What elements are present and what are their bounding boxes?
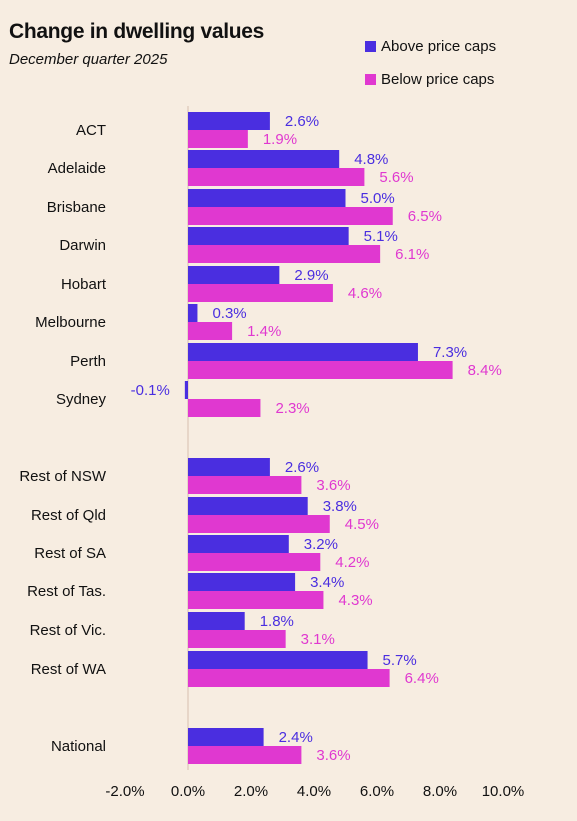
bar-below xyxy=(188,361,453,379)
value-label-below: 5.6% xyxy=(379,169,413,186)
bar-above xyxy=(188,535,289,553)
category-label: National xyxy=(51,738,106,755)
bar-below xyxy=(188,591,324,609)
value-label-below: 2.3% xyxy=(275,400,309,417)
value-label-above: 5.0% xyxy=(361,190,395,207)
bar-below xyxy=(188,322,233,340)
bar-above xyxy=(188,189,346,207)
value-label-above: 5.1% xyxy=(364,228,398,245)
legend: Above price caps Below price caps xyxy=(365,30,496,96)
value-label-below: 3.6% xyxy=(316,747,350,764)
category-label: Hobart xyxy=(61,276,107,293)
x-tick-label: 2.0% xyxy=(234,783,268,800)
category-label: Rest of NSW xyxy=(19,468,107,485)
bar-above xyxy=(184,381,188,399)
legend-label-above: Above price caps xyxy=(381,38,497,55)
bar-above xyxy=(188,728,264,746)
x-tick-label: 8.0% xyxy=(423,783,457,800)
bar-below xyxy=(188,515,330,533)
bar-above xyxy=(188,343,418,361)
x-tick-label: 6.0% xyxy=(360,783,394,800)
category-label: Rest of Tas. xyxy=(27,583,106,600)
value-label-below: 3.1% xyxy=(301,631,335,648)
category-label: Rest of Vic. xyxy=(30,622,106,639)
bar-below xyxy=(188,245,381,263)
value-label-above: 3.8% xyxy=(323,498,357,515)
value-label-below: 6.1% xyxy=(395,246,429,263)
bar-above xyxy=(188,497,308,515)
value-label-above: 2.4% xyxy=(279,729,313,746)
value-label-above: -0.1% xyxy=(131,382,170,399)
value-label-below: 4.2% xyxy=(335,554,369,571)
x-tick-label: -2.0% xyxy=(105,783,144,800)
bar-below xyxy=(188,168,365,186)
legend-item-below: Below price caps xyxy=(365,63,496,96)
category-label: Darwin xyxy=(59,237,106,254)
legend-swatch-above xyxy=(365,41,376,52)
bar-above xyxy=(188,458,270,476)
value-label-above: 5.7% xyxy=(383,652,417,669)
bar-above xyxy=(188,651,368,669)
value-label-below: 3.6% xyxy=(316,477,350,494)
bar-below xyxy=(188,207,393,225)
x-tick-label: 10.0% xyxy=(482,783,525,800)
value-label-below: 1.9% xyxy=(263,131,297,148)
bar-below xyxy=(188,746,302,764)
legend-swatch-below xyxy=(365,74,376,85)
chart-title: Change in dwelling values xyxy=(9,20,265,43)
category-label: Rest of SA xyxy=(34,545,106,562)
value-label-above: 1.8% xyxy=(260,613,294,630)
bar-below xyxy=(188,669,390,687)
value-label-above: 4.8% xyxy=(354,151,388,168)
category-label: Perth xyxy=(70,353,106,370)
category-label: Rest of Qld xyxy=(31,507,106,524)
bar-above xyxy=(188,304,198,322)
bar-below xyxy=(188,399,261,417)
value-label-below: 6.4% xyxy=(405,670,439,687)
bar-above xyxy=(188,112,270,130)
value-label-below: 4.3% xyxy=(338,592,372,609)
category-label: Sydney xyxy=(56,391,107,408)
bar-above xyxy=(188,227,349,245)
value-label-below: 6.5% xyxy=(408,208,442,225)
value-label-above: 0.3% xyxy=(212,305,246,322)
value-label-above: 2.6% xyxy=(285,459,319,476)
value-label-above: 7.3% xyxy=(433,344,467,361)
value-label-below: 1.4% xyxy=(247,323,281,340)
value-label-below: 4.6% xyxy=(348,285,382,302)
bar-above xyxy=(188,612,245,630)
bar-below xyxy=(188,284,333,302)
category-label: Brisbane xyxy=(47,199,106,216)
value-label-below: 4.5% xyxy=(345,516,379,533)
bar-below xyxy=(188,630,286,648)
value-label-below: 8.4% xyxy=(468,362,502,379)
bar-below xyxy=(188,553,321,571)
category-label: ACT xyxy=(76,122,106,139)
value-label-above: 2.6% xyxy=(285,113,319,130)
value-label-above: 3.4% xyxy=(310,574,344,591)
bar-above xyxy=(188,150,340,168)
category-label: Adelaide xyxy=(48,160,106,177)
bar-above xyxy=(188,573,296,591)
bar-above xyxy=(188,266,280,284)
value-label-above: 2.9% xyxy=(294,267,328,284)
x-tick-label: 4.0% xyxy=(297,783,331,800)
x-tick-label: 0.0% xyxy=(171,783,205,800)
bar-below xyxy=(188,476,302,494)
legend-label-below: Below price caps xyxy=(381,71,495,88)
value-label-above: 3.2% xyxy=(304,536,338,553)
chart-subtitle: December quarter 2025 xyxy=(9,51,168,68)
legend-item-above: Above price caps xyxy=(365,30,496,63)
category-label: Rest of WA xyxy=(31,661,106,678)
category-label: Melbourne xyxy=(35,314,106,331)
bar-below xyxy=(188,130,248,148)
